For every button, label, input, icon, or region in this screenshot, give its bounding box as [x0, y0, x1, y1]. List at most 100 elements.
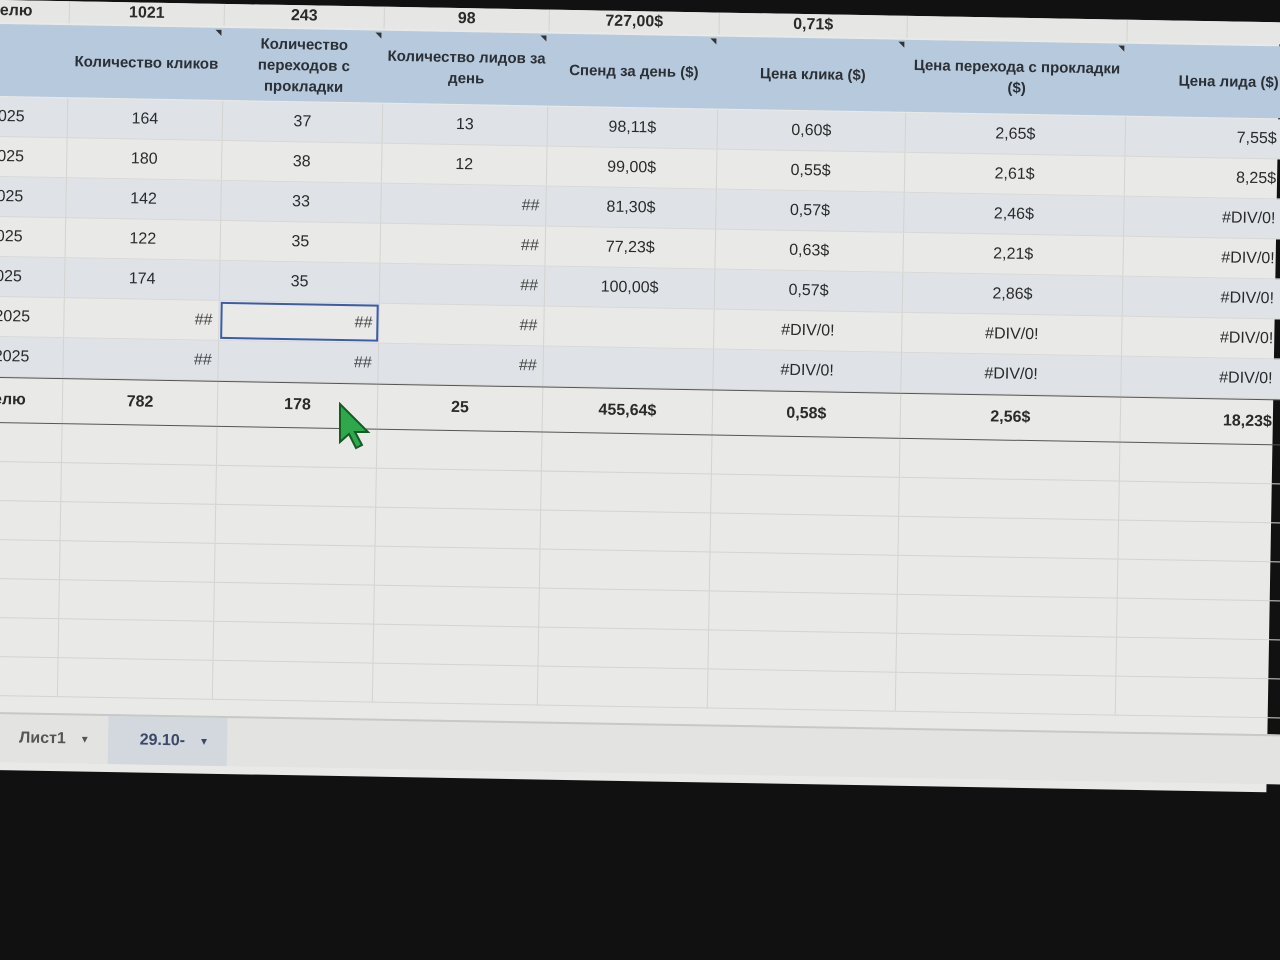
- cell[interactable]: 174: [64, 258, 221, 300]
- cell[interactable]: 33: [221, 180, 382, 223]
- cell[interactable]: [710, 513, 900, 555]
- cell[interactable]: 0,55$: [716, 149, 906, 192]
- cell[interactable]: [539, 588, 710, 630]
- cell[interactable]: #DIV/0!: [714, 309, 903, 352]
- cell[interactable]: 782: [62, 379, 219, 426]
- cell[interactable]: 98,11$: [547, 106, 719, 149]
- cell[interactable]: [707, 669, 897, 711]
- cell[interactable]: [0, 617, 60, 658]
- cell[interactable]: [711, 474, 900, 516]
- cell[interactable]: [708, 630, 898, 672]
- cell[interactable]: #DIV/0!: [901, 312, 1123, 356]
- cell[interactable]: ##: [379, 303, 545, 346]
- cell[interactable]: 025: [0, 96, 69, 138]
- cell[interactable]: 455,64$: [542, 387, 714, 435]
- cell[interactable]: [216, 465, 377, 507]
- cell[interactable]: [1117, 598, 1280, 640]
- cell[interactable]: 35: [220, 220, 382, 263]
- cell[interactable]: #DIV/0!: [713, 349, 902, 392]
- cell[interactable]: #DIV/0!: [1122, 276, 1280, 319]
- cell[interactable]: 18,23$: [1120, 397, 1280, 445]
- cell[interactable]: 77,23$: [545, 226, 717, 269]
- cell[interactable]: [539, 549, 711, 591]
- cell[interactable]: 2,56$: [900, 393, 1122, 442]
- tab-29-10[interactable]: 29.10- ▼: [107, 715, 228, 767]
- cell[interactable]: 2,61$: [904, 152, 1126, 196]
- cell[interactable]: [0, 656, 59, 697]
- cell[interactable]: 122: [65, 218, 222, 260]
- cell[interactable]: [0, 422, 63, 463]
- cell[interactable]: [1127, 19, 1280, 45]
- cell[interactable]: [59, 580, 215, 621]
- cell[interactable]: [0, 578, 60, 619]
- cell[interactable]: 25: [377, 384, 544, 432]
- cell[interactable]: [899, 477, 1120, 520]
- cell[interactable]: [544, 306, 715, 349]
- cell[interactable]: [898, 516, 1120, 559]
- cell[interactable]: [375, 507, 542, 549]
- cell[interactable]: 98: [384, 6, 550, 32]
- cell[interactable]: #DIV/0!: [1123, 236, 1280, 279]
- cell[interactable]: [537, 666, 709, 708]
- cell[interactable]: [376, 429, 543, 471]
- cell[interactable]: [896, 633, 1118, 676]
- cell[interactable]: 243: [224, 3, 385, 29]
- cell[interactable]: [541, 471, 712, 513]
- cell[interactable]: 37: [222, 100, 384, 143]
- cell[interactable]: [60, 502, 217, 543]
- cell[interactable]: 13: [382, 103, 549, 146]
- cell[interactable]: елю: [0, 377, 64, 424]
- cell[interactable]: [374, 546, 541, 588]
- cell[interactable]: ##: [378, 343, 545, 386]
- cell[interactable]: 12: [381, 143, 548, 186]
- cell[interactable]: 8,25$: [1124, 156, 1280, 199]
- cell[interactable]: [895, 672, 1117, 715]
- cell[interactable]: [538, 627, 710, 669]
- cell[interactable]: [373, 624, 540, 666]
- cell[interactable]: 1021: [69, 1, 225, 26]
- cell[interactable]: [374, 585, 540, 627]
- cell[interactable]: [214, 582, 375, 624]
- cell[interactable]: ##: [379, 263, 546, 306]
- cell[interactable]: 025: [0, 136, 68, 178]
- cell[interactable]: [213, 621, 375, 663]
- cell[interactable]: 2,65$: [905, 112, 1127, 156]
- cell[interactable]: [897, 555, 1119, 598]
- cell[interactable]: елю: [0, 0, 70, 24]
- cell[interactable]: 2,21$: [903, 232, 1125, 276]
- cell[interactable]: ##: [219, 300, 380, 343]
- cell[interactable]: [1119, 481, 1280, 523]
- cell[interactable]: Спенд за день ($): [548, 34, 719, 109]
- cell[interactable]: ##: [381, 183, 547, 226]
- cell[interactable]: [215, 504, 377, 546]
- cell[interactable]: 2,46$: [904, 192, 1125, 236]
- cell[interactable]: [214, 543, 376, 585]
- cell[interactable]: [58, 619, 215, 660]
- cell[interactable]: [1115, 676, 1280, 718]
- cell[interactable]: [1117, 559, 1280, 601]
- cell[interactable]: 38: [221, 140, 383, 183]
- cell[interactable]: [1119, 442, 1280, 484]
- cell[interactable]: [376, 468, 542, 510]
- cell[interactable]: [0, 539, 61, 580]
- cell[interactable]: 180: [66, 138, 223, 180]
- cell[interactable]: [372, 663, 539, 705]
- cell[interactable]: 025: [0, 216, 67, 258]
- cell[interactable]: 0,60$: [717, 109, 907, 152]
- cell[interactable]: #DIV/0!: [1121, 316, 1280, 359]
- cell[interactable]: ##: [218, 340, 380, 383]
- cell[interactable]: [61, 424, 218, 465]
- cell[interactable]: [0, 500, 62, 541]
- cell[interactable]: 0,58$: [712, 390, 902, 438]
- cell[interactable]: 7,55$: [1125, 116, 1280, 159]
- cell[interactable]: 025: [0, 176, 67, 218]
- cell[interactable]: [540, 510, 712, 552]
- cell[interactable]: 025: [0, 256, 66, 298]
- cell[interactable]: [709, 552, 899, 594]
- cell[interactable]: [541, 432, 713, 474]
- cell[interactable]: [709, 591, 898, 633]
- cell[interactable]: Количество переходов с прокладки: [223, 28, 384, 103]
- cell[interactable]: [1116, 637, 1280, 679]
- cell[interactable]: 0,57$: [716, 189, 905, 232]
- cell[interactable]: Количество кликов: [68, 25, 224, 100]
